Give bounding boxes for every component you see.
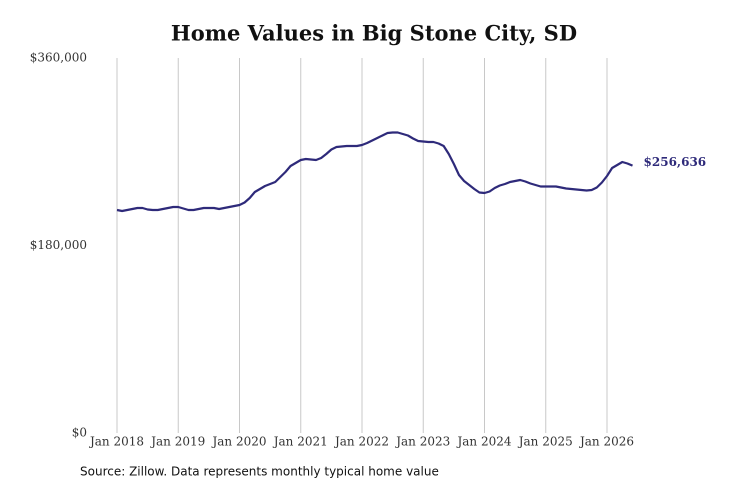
y-tick-label: $360,000 xyxy=(30,51,87,65)
x-tick-label: Jan 2023 xyxy=(394,435,450,449)
end-value-label: $256,636 xyxy=(644,155,707,169)
x-tick-label: Jan 2025 xyxy=(517,435,573,449)
x-tick-label: Jan 2024 xyxy=(455,435,511,449)
data-line xyxy=(116,131,633,213)
x-tick-label: Jan 2019 xyxy=(149,435,205,449)
x-tick-label: Jan 2026 xyxy=(578,435,634,449)
x-tick-label: Jan 2018 xyxy=(88,435,144,449)
source-note: Source: Zillow. Data represents monthly … xyxy=(80,465,439,479)
x-tick-label: Jan 2022 xyxy=(333,435,389,449)
x-tick-label: Jan 2020 xyxy=(210,435,266,449)
y-tick-label: $180,000 xyxy=(30,238,87,252)
x-tick-label: Jan 2021 xyxy=(272,435,328,449)
chart-title: Home Values in Big Stone City, SD xyxy=(171,21,577,46)
y-tick-label: $0 xyxy=(72,426,87,440)
